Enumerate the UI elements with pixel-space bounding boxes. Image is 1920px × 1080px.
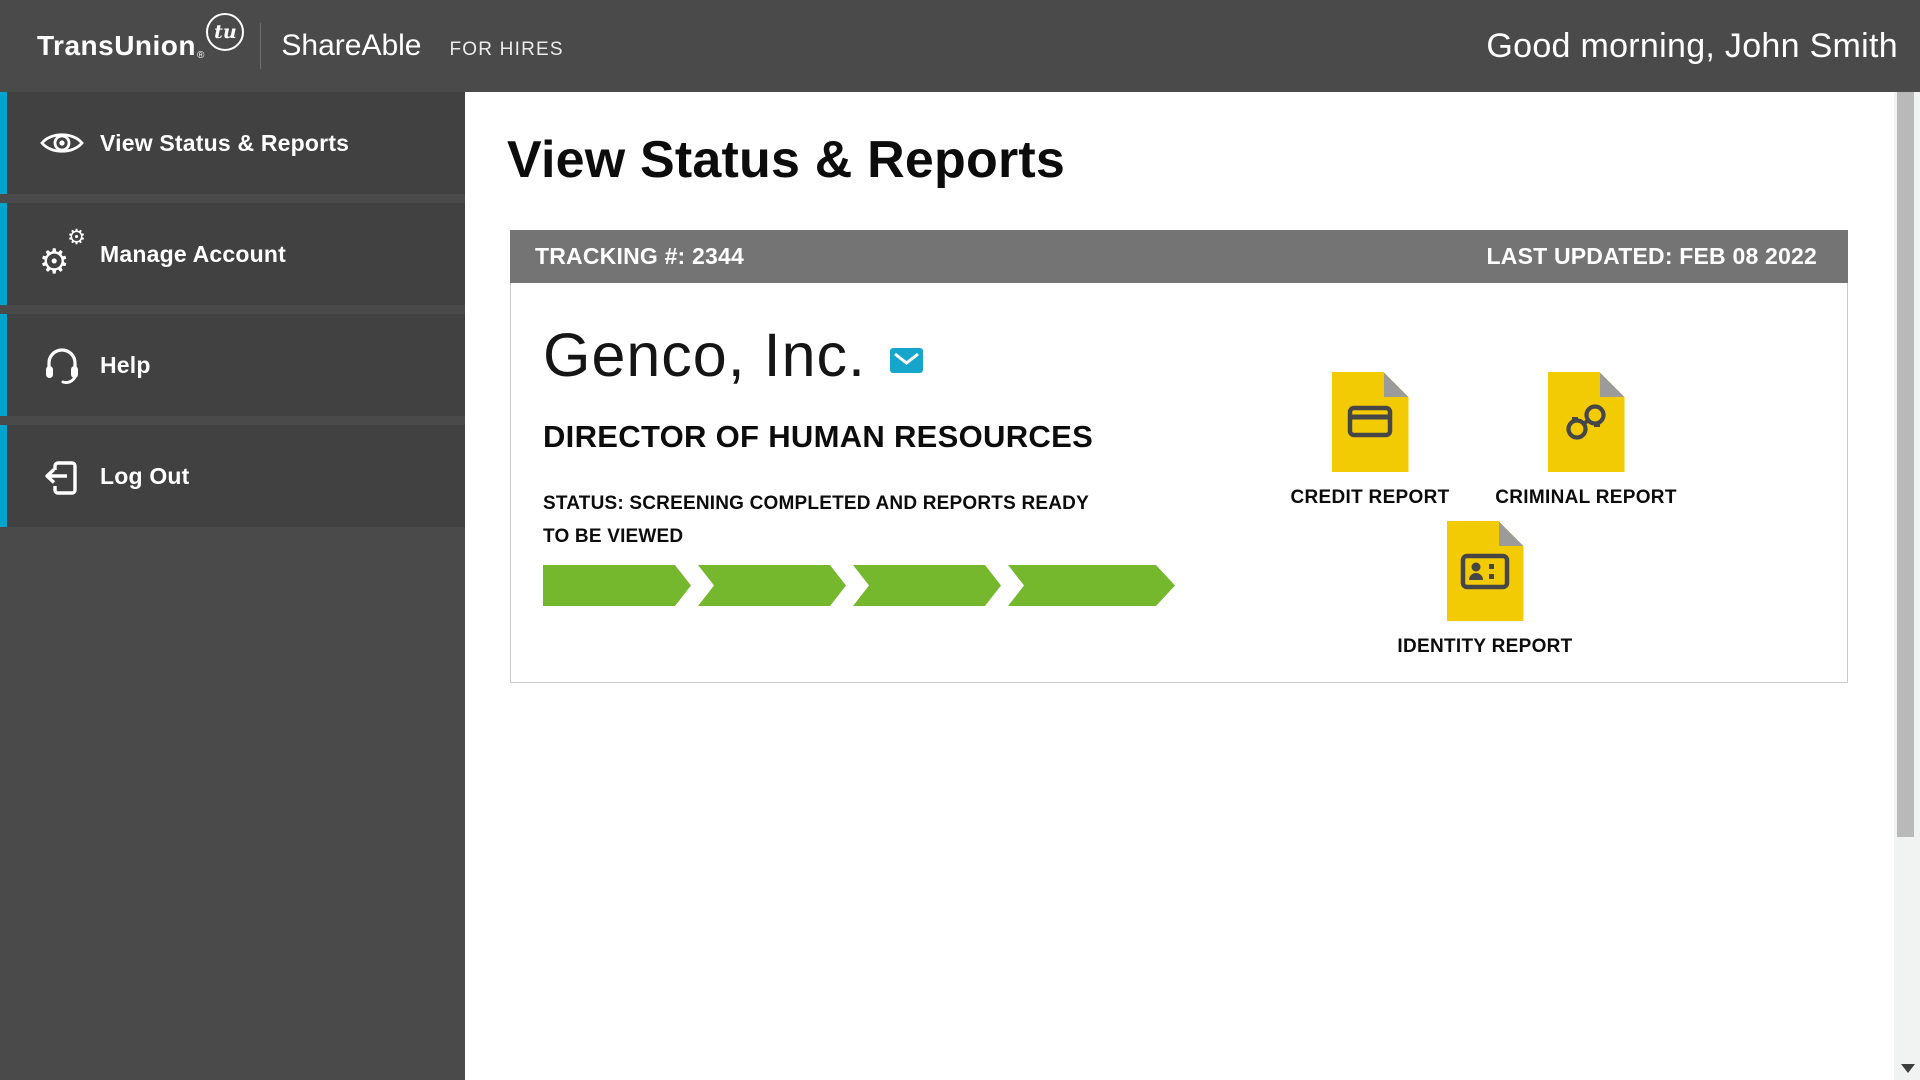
progress-segment <box>543 565 691 606</box>
progress-bar <box>543 565 1183 606</box>
company-row: Genco, Inc. <box>543 325 1847 386</box>
credit-card-icon <box>1332 372 1409 472</box>
brand-divider <box>260 23 262 69</box>
report-label: IDENTITY REPORT <box>1397 636 1573 657</box>
handcuffs-icon <box>1548 372 1625 472</box>
sidebar-item-log-out[interactable]: Log Out <box>0 425 465 527</box>
vertical-scrollbar[interactable] <box>1894 92 1920 1080</box>
tu-circle-logo: tu <box>206 13 245 51</box>
sidebar: View Status & Reports ⚙ ⚙ Manage Account… <box>0 92 465 1080</box>
credit-report-tile[interactable]: CREDIT REPORT <box>1250 372 1490 509</box>
sidebar-item-label: Help <box>100 351 151 378</box>
product-area: ShareAble FOR HIRES <box>281 29 563 63</box>
progress-segment <box>698 565 846 606</box>
scrollbar-down-arrow[interactable] <box>1901 1064 1915 1073</box>
eye-icon <box>39 122 85 164</box>
scrollbar-thumb[interactable] <box>1897 92 1914 837</box>
registered-trademark: ® <box>197 49 205 61</box>
progress-segment-arrow <box>1008 565 1175 606</box>
status-text: STATUS: SCREENING COMPLETED AND REPORTS … <box>543 493 1089 547</box>
position-title: DIRECTOR OF HUMAN RESOURCES <box>543 419 1094 454</box>
card-header: TRACKING #: 2344 LAST UPDATED: FEB 08 20… <box>510 230 1848 283</box>
shareable-wordmark: ShareAble <box>281 29 422 62</box>
card-body: Genco, Inc. DIRECTOR OF HUMAN RESOURCES … <box>510 283 1848 683</box>
user-greeting: Good morning, John Smith <box>1486 26 1898 65</box>
tracking-number: TRACKING #: 2344 <box>535 243 744 269</box>
progress-segment <box>853 565 1001 606</box>
sidebar-item-manage-account[interactable]: ⚙ ⚙ Manage Account <box>0 203 465 305</box>
company-name: Genco, Inc. <box>543 321 866 389</box>
report-label: CREDIT REPORT <box>1290 487 1450 508</box>
sidebar-item-view-status-reports[interactable]: View Status & Reports <box>0 92 465 194</box>
brand-area: TransUnion ® tu ShareAble FOR HIRES <box>37 13 564 69</box>
for-hires-label: FOR HIRES <box>449 39 564 60</box>
envelope-icon[interactable] <box>889 348 923 373</box>
id-card-icon <box>1447 521 1524 621</box>
screening-card: TRACKING #: 2344 LAST UPDATED: FEB 08 20… <box>510 230 1848 683</box>
sidebar-item-label: View Status & Reports <box>100 129 350 156</box>
sidebar-item-label: Manage Account <box>100 240 286 267</box>
logout-door-icon <box>39 455 85 497</box>
last-updated: LAST UPDATED: FEB 08 2022 <box>1486 243 1817 269</box>
criminal-report-tile[interactable]: CRIMINAL REPORT <box>1466 372 1706 509</box>
main-content: View Status & Reports TRACKING #: 2344 L… <box>465 92 1894 1080</box>
page-title: View Status & Reports <box>507 131 1066 189</box>
gears-icon: ⚙ ⚙ <box>39 225 86 282</box>
headset-icon <box>39 344 85 386</box>
identity-report-tile[interactable]: IDENTITY REPORT <box>1365 521 1605 658</box>
sidebar-item-label: Log Out <box>100 462 190 489</box>
top-bar: TransUnion ® tu ShareAble FOR HIRES Good… <box>0 0 1920 92</box>
transunion-wordmark: TransUnion <box>37 30 197 61</box>
report-label: CRIMINAL REPORT <box>1495 487 1677 508</box>
sidebar-item-help[interactable]: Help <box>0 314 465 416</box>
